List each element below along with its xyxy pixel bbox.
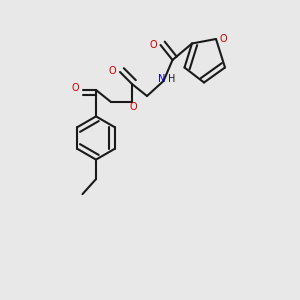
Text: N: N <box>158 74 166 85</box>
Text: O: O <box>130 102 137 112</box>
Text: H: H <box>168 74 175 84</box>
Text: O: O <box>72 82 80 93</box>
Text: O: O <box>109 65 116 76</box>
Text: O: O <box>149 40 157 50</box>
Text: O: O <box>220 34 227 44</box>
